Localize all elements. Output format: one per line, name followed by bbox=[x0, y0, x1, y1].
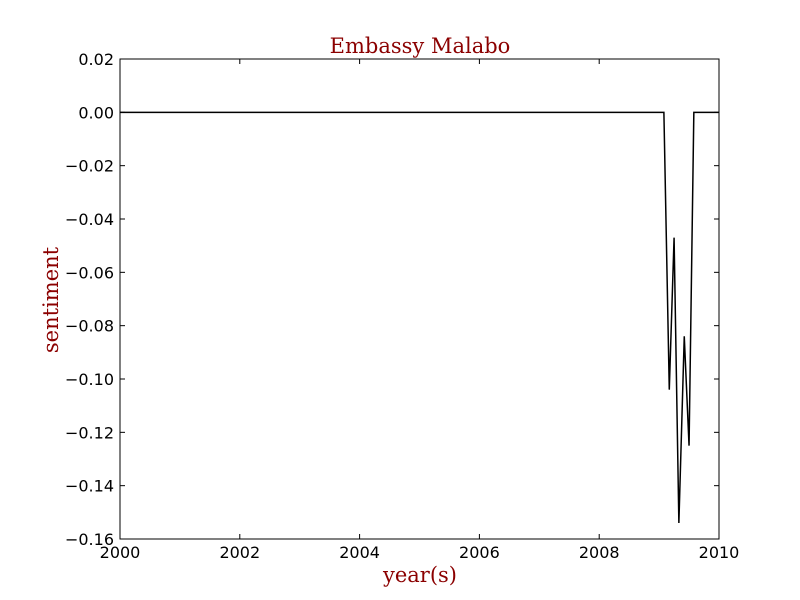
x-tick-label: 2008 bbox=[579, 543, 620, 562]
y-axis: 0.02 0.00 −0.02 −0.04 −0.06 −0.08 −0.10 −0.12 −0… bbox=[65, 50, 719, 549]
y-tick-label: −0.10 bbox=[65, 370, 114, 389]
y-tick-label: 0.02 bbox=[78, 50, 114, 69]
y-tick-label: −0.04 bbox=[65, 210, 114, 229]
x-tick-label: 2004 bbox=[339, 543, 380, 562]
y-tick-label: −0.14 bbox=[65, 477, 114, 496]
x-tick-label: 2000 bbox=[100, 543, 141, 562]
y-tick-label: −0.16 bbox=[65, 530, 114, 549]
x-tick-label: 2006 bbox=[459, 543, 500, 562]
y-tick-label: −0.08 bbox=[65, 317, 114, 336]
y-tick-label: −0.06 bbox=[65, 263, 114, 282]
y-tick-label: 0.00 bbox=[78, 103, 114, 122]
x-axis: 2000 2002 2004 2006 2008 2010 bbox=[100, 59, 740, 562]
y-tick-label: −0.12 bbox=[65, 423, 114, 442]
y-axis-title: sentiment bbox=[39, 246, 63, 353]
plot-area bbox=[119, 58, 720, 540]
plot-frame bbox=[119, 58, 720, 540]
x-tick-label: 2002 bbox=[219, 543, 260, 562]
chart-title: Embassy Malabo bbox=[330, 34, 511, 58]
x-tick-label: 2010 bbox=[699, 543, 740, 562]
x-axis-title: year(s) bbox=[382, 563, 457, 587]
y-tick-label: −0.02 bbox=[65, 157, 114, 176]
series-line-0 bbox=[120, 111, 719, 524]
